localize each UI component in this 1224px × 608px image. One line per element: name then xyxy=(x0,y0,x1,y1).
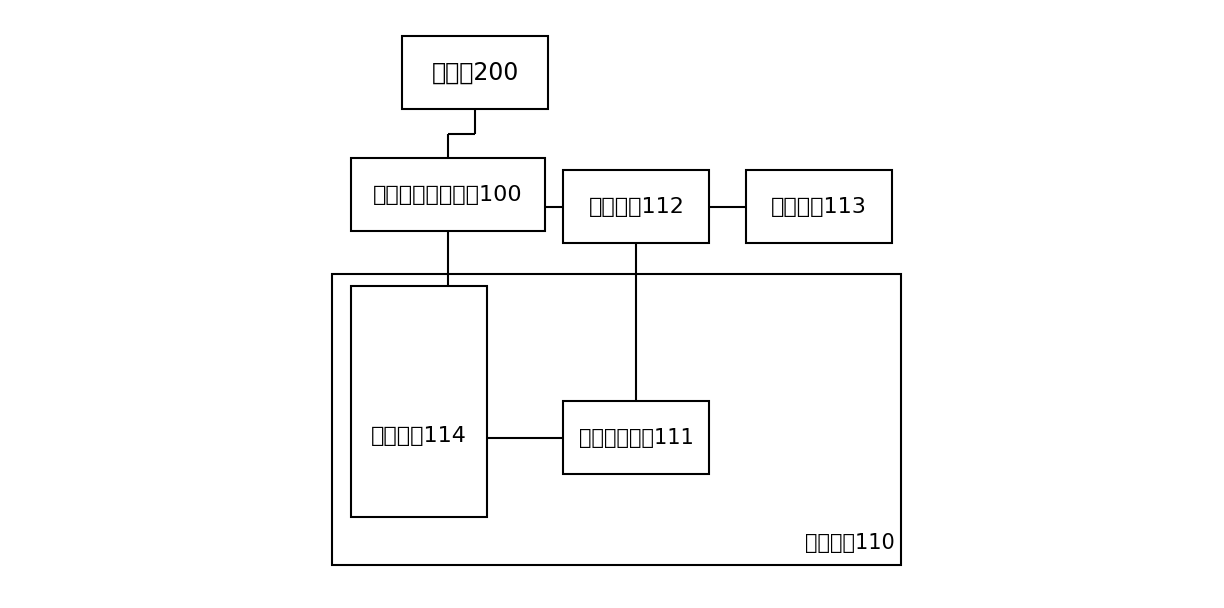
Text: 服务器200: 服务器200 xyxy=(432,61,519,85)
Text: 通信单元114: 通信单元114 xyxy=(371,426,466,446)
Text: 移动电源110: 移动电源110 xyxy=(805,533,895,553)
FancyBboxPatch shape xyxy=(745,170,891,243)
Text: 移动电源租赁设备100: 移动电源租赁设备100 xyxy=(373,185,523,204)
FancyBboxPatch shape xyxy=(350,158,545,231)
Text: 计时单元112: 计时单元112 xyxy=(589,197,684,216)
FancyBboxPatch shape xyxy=(403,36,548,109)
Text: 数据存储单元111: 数据存储单元111 xyxy=(579,428,694,447)
FancyBboxPatch shape xyxy=(350,286,487,517)
FancyBboxPatch shape xyxy=(563,401,709,474)
Text: 检测单元113: 检测单元113 xyxy=(771,197,867,216)
FancyBboxPatch shape xyxy=(333,274,901,565)
FancyBboxPatch shape xyxy=(563,170,709,243)
